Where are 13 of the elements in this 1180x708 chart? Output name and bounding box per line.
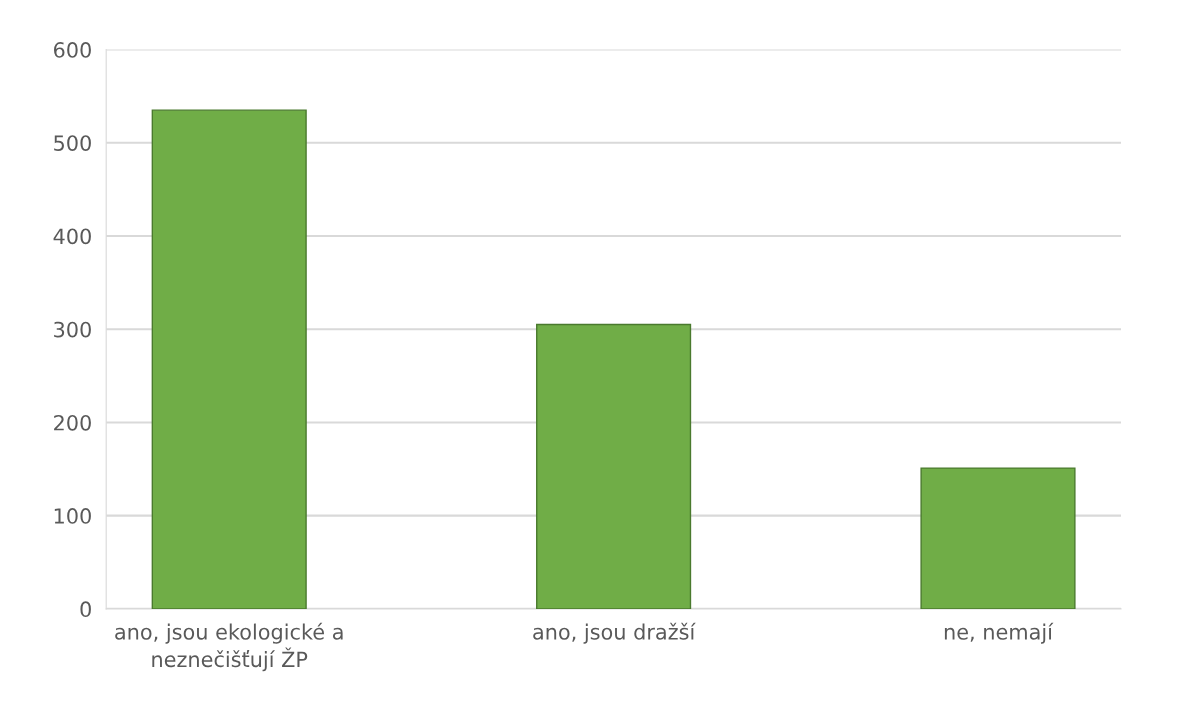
x-tick-label: ne, nemají (944, 622, 1054, 644)
bar (920, 467, 1076, 609)
y-tick-label: 400 (53, 228, 91, 245)
y-tick-label: 500 (54, 135, 91, 151)
y-tick-label: 300 (54, 321, 91, 338)
x-tick-label: ano, jsou dražší (533, 622, 696, 644)
y-tick-label: 600 (54, 42, 91, 58)
y-tick-label: 200 (54, 414, 91, 431)
bar (536, 323, 692, 609)
y-tick-label: 100 (54, 508, 91, 524)
bar (151, 109, 307, 609)
y-tick-label: 0 (80, 601, 91, 618)
x-tick-label: ano, jsou ekologické a neznečišťují ŽP (115, 622, 343, 672)
